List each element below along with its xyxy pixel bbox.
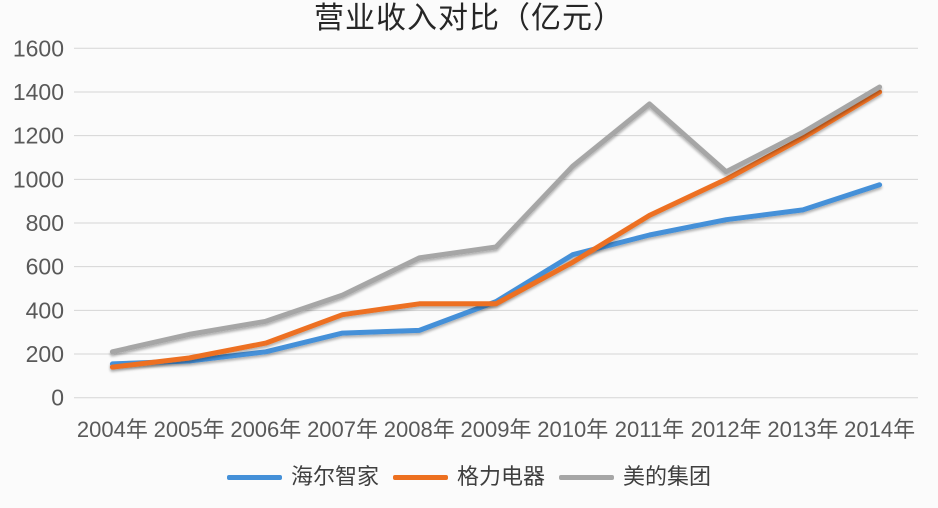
x-axis-label: 2013年 (767, 417, 838, 442)
y-axis-label: 400 (26, 297, 64, 323)
y-axis-label: 0 (51, 385, 64, 411)
x-axis-label: 2014年 (844, 417, 915, 442)
series-line-格力电器 (109, 89, 883, 370)
x-axis-label: 2012年 (691, 417, 762, 442)
x-axis-label: 2010年 (537, 417, 608, 442)
legend-line-swatch (559, 474, 614, 480)
x-axis-label: 2008年 (384, 417, 455, 442)
x-axis-label: 2005年 (154, 417, 225, 442)
x-axis-label: 2009年 (461, 417, 532, 442)
series-line-美的集团 (109, 84, 883, 355)
legend-line-swatch (226, 474, 282, 480)
y-axis-label: 600 (26, 254, 64, 280)
y-axis-label: 200 (26, 341, 64, 367)
legend-label: 格力电器 (456, 464, 545, 489)
x-axis-label: 2006年 (230, 417, 301, 442)
legend-label: 海尔智家 (290, 464, 379, 489)
legend-line-swatch (392, 474, 448, 480)
x-axis-label: 2011年 (615, 417, 684, 442)
y-axis-label: 1000 (13, 166, 64, 192)
series-line-海尔智家 (109, 182, 883, 367)
legend: 海尔智家 格力电器 美的集团 (0, 460, 938, 494)
legend-label: 美的集团 (623, 464, 712, 489)
legend-item: 格力电器 (392, 464, 545, 489)
legend-item: 海尔智家 (226, 464, 379, 489)
y-axis-label: 1400 (13, 79, 64, 105)
legend-item: 美的集团 (559, 466, 711, 488)
x-axis-label: 2007年 (307, 417, 378, 442)
x-axis-label: 2004年 (77, 417, 148, 442)
y-axis-label: 1200 (13, 123, 64, 149)
chart-title: 营业收入对比（亿元） (314, 1, 624, 36)
y-axis-label: 1600 (13, 35, 64, 61)
y-axis-label: 800 (26, 210, 64, 236)
